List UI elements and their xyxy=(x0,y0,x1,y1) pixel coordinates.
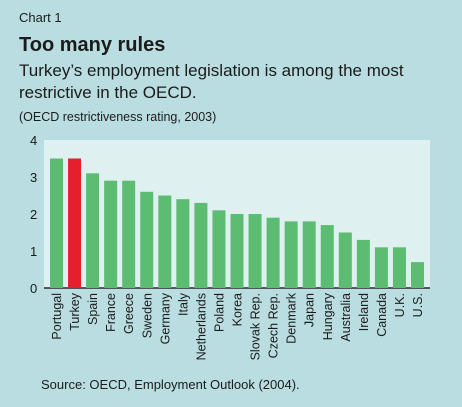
bar xyxy=(320,225,334,288)
x-tick-label: Portugal xyxy=(50,293,64,340)
x-tick-label: Australia xyxy=(339,293,353,342)
bar xyxy=(374,247,388,288)
x-tick-label: Italy xyxy=(176,292,190,316)
bar xyxy=(122,180,136,288)
bar xyxy=(248,214,262,288)
y-tick-label: 3 xyxy=(30,170,37,185)
chart-subtitle: Turkey’s employment legislation is among… xyxy=(19,61,404,102)
y-tick-label: 0 xyxy=(30,281,37,296)
bar xyxy=(50,158,63,288)
bar xyxy=(356,239,370,288)
x-tick-label: Germany xyxy=(158,292,172,344)
x-tick-label: Korea xyxy=(231,293,245,326)
bar xyxy=(411,262,424,288)
x-tick-label: U.S. xyxy=(411,293,425,317)
chart-title: Too many rules xyxy=(19,34,166,56)
bar xyxy=(86,173,100,288)
x-tick-label: Ireland xyxy=(357,293,371,331)
x-tick-label: Slovak Rep. xyxy=(249,293,263,360)
x-tick-label: Japan xyxy=(303,293,317,327)
bar xyxy=(176,199,190,288)
x-tick-label: Canada xyxy=(375,293,389,337)
source-note: Source: OECD, Employment Outlook (2004). xyxy=(41,377,300,392)
bar xyxy=(104,180,118,288)
bar xyxy=(212,210,226,288)
bar xyxy=(392,247,406,288)
x-tick-label: Spain xyxy=(86,293,100,325)
bar xyxy=(338,232,352,288)
bar xyxy=(158,195,172,288)
y-axis-ticks: 0 1 2 3 4 xyxy=(30,133,37,296)
bar xyxy=(194,202,208,288)
bar xyxy=(68,158,82,288)
x-tick-label: Czech Rep. xyxy=(267,293,281,358)
bar xyxy=(266,217,280,288)
bars xyxy=(50,158,424,288)
bar xyxy=(284,221,298,288)
x-tick-label: Turkey xyxy=(68,292,82,330)
y-tick-label: 2 xyxy=(30,207,37,222)
chart-number: Chart 1 xyxy=(19,10,62,25)
x-tick-label: Netherlands xyxy=(194,293,208,360)
x-axis-labels: Portugal Turkey Spain France Greece Sweden Ger… xyxy=(50,292,425,360)
x-tick-label: Hungary xyxy=(321,292,335,340)
bar xyxy=(302,221,316,288)
x-tick-label: France xyxy=(104,293,118,332)
x-tick-label: Poland xyxy=(212,293,226,332)
y-tick-label: 1 xyxy=(30,244,37,259)
y-tick-label: 4 xyxy=(30,133,37,148)
x-tick-label: Sweden xyxy=(140,293,154,338)
x-tick-label: Denmark xyxy=(285,292,299,343)
x-tick-label: U.K. xyxy=(393,293,407,317)
bar xyxy=(230,214,244,288)
units-note: (OECD restrictiveness rating, 2003) xyxy=(19,110,217,124)
bar xyxy=(140,191,154,288)
x-tick-label: Greece xyxy=(122,293,136,334)
